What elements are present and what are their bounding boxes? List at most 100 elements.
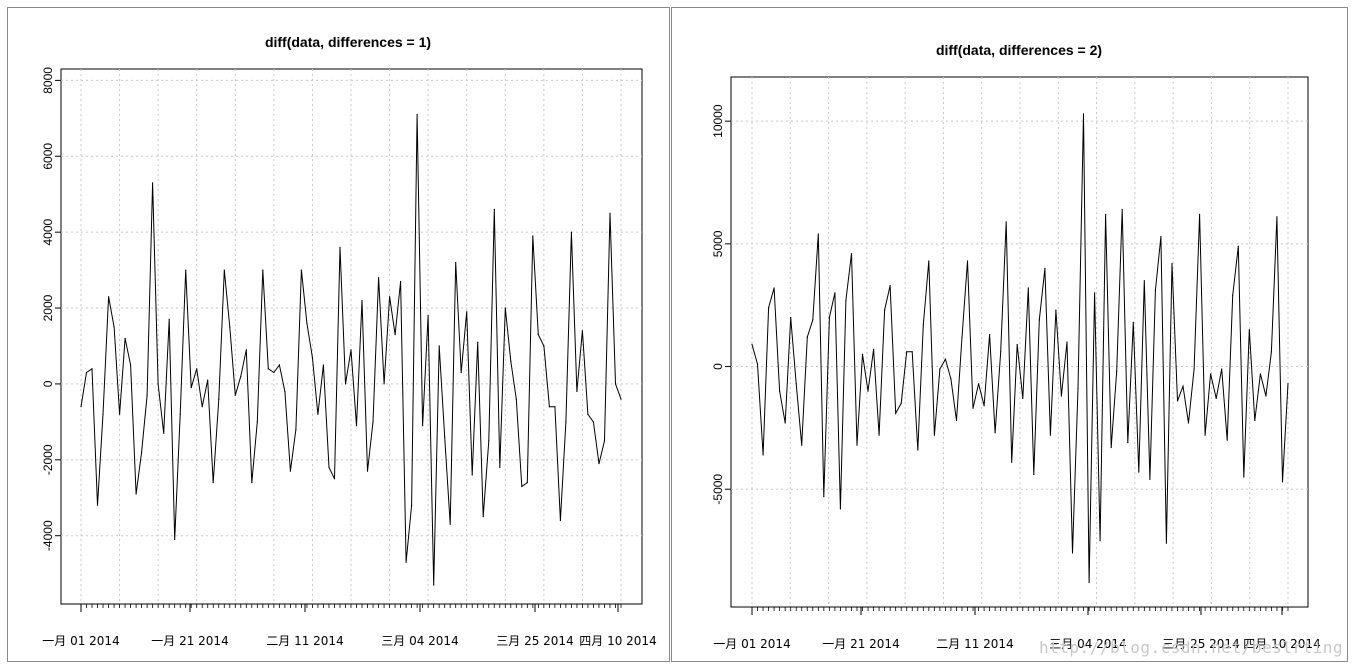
data-point (1094, 292, 1096, 294)
data-point (1011, 461, 1013, 463)
data-point (267, 368, 269, 370)
data-point (438, 345, 440, 347)
data-point (295, 428, 297, 431)
series-line (751, 113, 1289, 583)
data-point (570, 231, 573, 233)
data-point (444, 436, 446, 438)
chart-diff-2: diff(data, differences = 2) -5000 0 5000 10… (711, 42, 1321, 651)
x-axis: 一月 01 2014 一月 21 2014 二月 11 2014 三月 04 2… (42, 603, 657, 648)
data-point (620, 398, 622, 400)
data-point (928, 260, 930, 262)
chart-panel-right: diff(data, differences = 2) -5000 0 5000 10… (671, 7, 1348, 662)
series-group (80, 113, 622, 586)
data-point (1199, 213, 1201, 215)
data-point (548, 406, 551, 408)
data-point (251, 482, 253, 484)
y-tick-label: 8000 (41, 67, 55, 94)
data-point (751, 343, 753, 346)
data-point (812, 319, 814, 321)
x-tick-label: 四月 10 2014 (579, 634, 656, 648)
data-point (289, 470, 291, 472)
data-point (1259, 373, 1261, 375)
data-point (1082, 113, 1085, 115)
data-point (389, 296, 391, 298)
data-point (466, 311, 468, 313)
data-point (477, 341, 479, 343)
data-point (1254, 419, 1256, 422)
data-point (1121, 208, 1123, 211)
data-point (179, 413, 181, 415)
y-tick-label: -2000 (41, 444, 55, 475)
data-point (1171, 262, 1173, 265)
data-point (245, 349, 247, 351)
data-point (922, 324, 924, 326)
data-point (113, 326, 115, 328)
data-point (944, 358, 946, 360)
data-point (108, 296, 110, 298)
data-point (433, 584, 435, 586)
data-point (609, 212, 611, 214)
data-point (592, 421, 595, 423)
data-point (1215, 397, 1217, 399)
data-point (311, 356, 313, 358)
data-point (1243, 476, 1245, 478)
data-point (906, 351, 908, 353)
data-point (355, 425, 358, 427)
data-point (1088, 581, 1090, 584)
data-point (806, 336, 808, 338)
data-point (1033, 473, 1035, 476)
data-point (1000, 351, 1002, 353)
data-point (845, 299, 847, 301)
data-point (1027, 287, 1029, 289)
data-point (278, 364, 280, 366)
x-tick-label: 二月 11 2014 (266, 634, 343, 648)
data-point (873, 348, 875, 350)
data-point (141, 451, 143, 453)
data-point (510, 360, 512, 362)
data-point (1193, 368, 1195, 370)
chart-panel-left: diff(data, differences = 1) -4000 -2000 0 2… (7, 7, 670, 662)
data-point (157, 383, 159, 385)
data-point (1248, 329, 1250, 331)
data-point (532, 235, 534, 237)
data-point (504, 307, 506, 309)
data-point (939, 368, 941, 370)
data-point (850, 253, 853, 255)
data-point (124, 337, 126, 339)
data-point (400, 280, 402, 283)
x-tick-label: 一月 21 2014 (822, 637, 899, 651)
y-tick-label: 2000 (41, 294, 55, 321)
data-point (603, 440, 606, 442)
data-point (1049, 434, 1051, 436)
data-point (1071, 552, 1074, 554)
data-point (223, 269, 225, 271)
data-point (773, 287, 775, 289)
data-point (784, 422, 786, 424)
data-point (598, 463, 600, 465)
data-point (950, 378, 952, 380)
data-point (983, 405, 985, 407)
data-point (911, 351, 913, 353)
x-axis: 一月 01 2014 一月 21 2014 二月 11 2014 三月 04 2… (713, 606, 1321, 651)
data-point (867, 390, 869, 392)
chart-diff-1: diff(data, differences = 1) -4000 -2000 0 2… (41, 34, 657, 648)
data-point (201, 406, 203, 408)
data-point (1176, 400, 1179, 402)
data-point (146, 394, 148, 396)
data-point (972, 407, 974, 409)
data-point (515, 398, 517, 400)
data-point (119, 413, 121, 415)
y-tick-label: 5000 (711, 230, 725, 257)
data-point (212, 482, 214, 484)
data-point (383, 383, 385, 385)
data-point (416, 113, 418, 116)
data-point (405, 561, 407, 563)
data-point (449, 523, 451, 525)
data-point (801, 444, 803, 446)
data-point (80, 406, 82, 408)
data-point (1022, 397, 1024, 399)
data-point (1160, 235, 1162, 238)
data-point (339, 246, 341, 248)
data-point (135, 493, 137, 495)
data-point (372, 421, 374, 423)
